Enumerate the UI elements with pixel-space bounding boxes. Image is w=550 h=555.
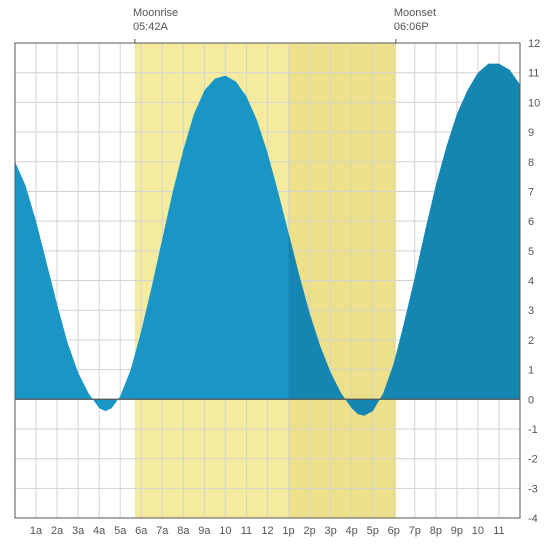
x-tick-label: 7a [156,525,169,537]
x-tick-label: 5p [367,525,379,537]
x-tick-label: 3p [325,525,337,537]
x-tick-label: 1a [30,525,43,537]
x-tick-label: 2a [51,525,64,537]
x-tick-label: 3a [72,525,85,537]
y-tick-label: 1 [528,365,534,377]
x-tick-label: 11 [493,525,504,537]
y-tick-label: 0 [528,394,534,406]
y-tick-label: 6 [528,216,534,228]
y-tick-label: 8 [528,157,534,169]
x-tick-label: 2p [303,525,315,537]
x-tick-label: 1p [282,525,294,537]
x-tick-label: 8p [430,525,442,537]
y-tick-label: -2 [528,454,538,466]
chart-svg: -4-3-2-101234567891011121a2a3a4a5a6a7a8a… [0,0,550,550]
x-tick-label: 4a [93,525,106,537]
annotation-moonset: Moonset 06:06P [394,6,436,35]
y-tick-label: 10 [528,97,540,109]
x-tick-label: 5a [114,525,127,537]
x-tick-label: 9a [198,525,211,537]
annotation-moonset-time: 06:06P [394,20,436,34]
x-tick-label: 6a [135,525,148,537]
y-tick-label: -4 [528,513,538,525]
x-tick-label: 10 [472,525,484,537]
annotation-moonrise-time: 05:42A [133,20,178,34]
y-tick-label: 7 [528,186,534,198]
y-tick-label: 5 [528,246,534,258]
x-tick-label: 8a [177,525,190,537]
y-tick-label: -3 [528,483,538,495]
x-tick-label: 6p [388,525,400,537]
x-tick-label: 11 [241,525,252,537]
y-tick-label: 9 [528,127,534,139]
y-tick-label: 2 [528,335,534,347]
annotation-moonset-title: Moonset [394,7,436,19]
x-tick-label: 7p [409,525,421,537]
annotation-moonrise-title: Moonrise [133,7,178,19]
annotation-moonrise: Moonrise 05:42A [133,6,178,35]
y-tick-label: -1 [528,424,538,436]
tide-chart: Moonrise 05:42A Moonset 06:06P -4 -3 -2 -1 0… [0,0,550,550]
x-tick-label: 9p [451,525,463,537]
x-tick-label: 4p [346,525,358,537]
x-tick-label: 12 [261,525,273,537]
x-tick-label: 10 [219,525,231,537]
y-tick-label: 3 [528,305,534,317]
y-tick-label: 4 [528,276,534,288]
y-tick-label: 11 [528,68,539,80]
y-tick-label: 12 [528,38,540,50]
